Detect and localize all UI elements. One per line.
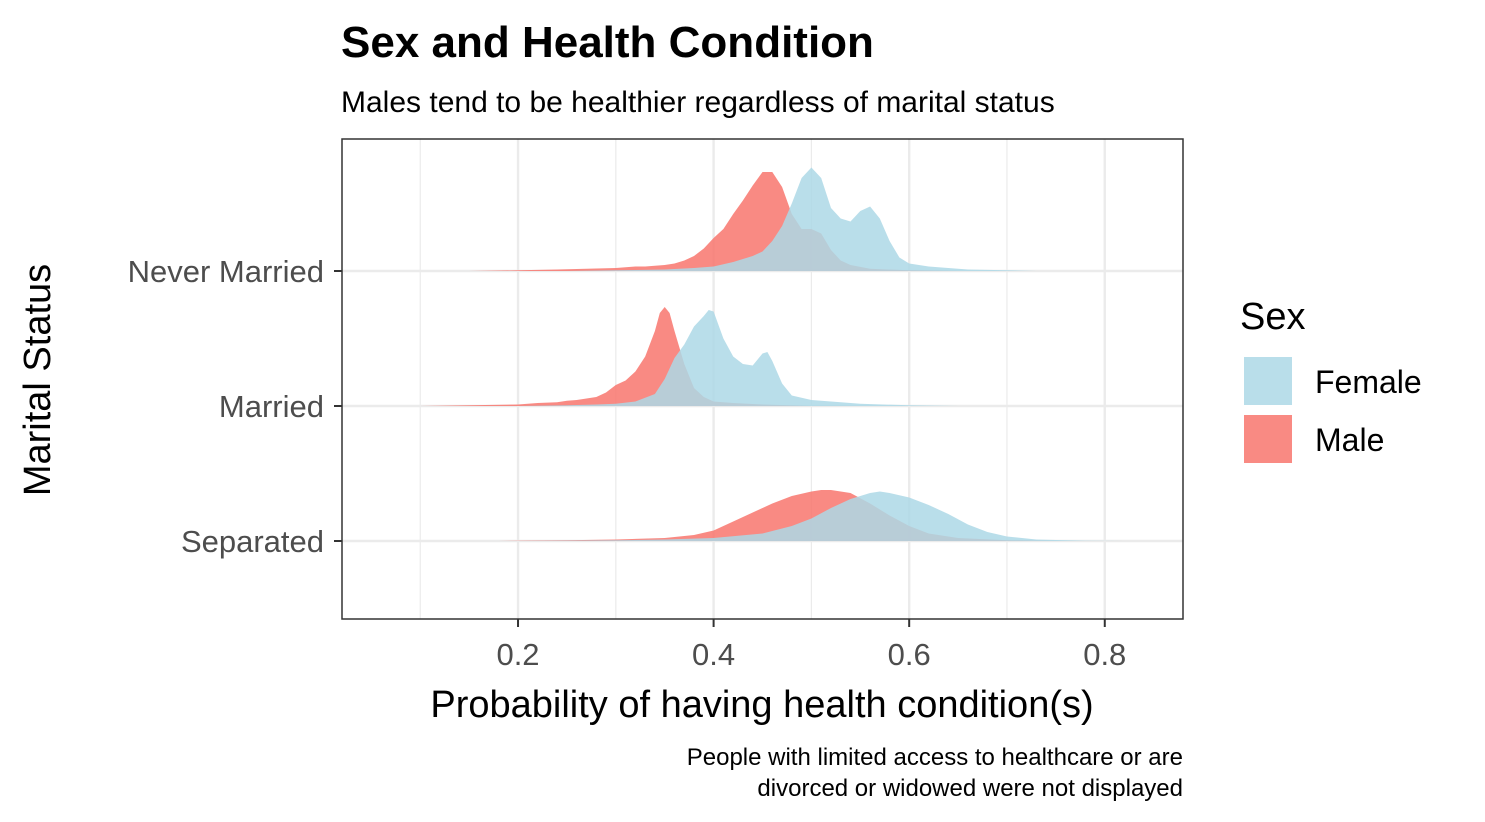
x-axis-title: Probability of having health condition(s…	[430, 684, 1093, 726]
y-tick-label: Never Married	[128, 254, 324, 289]
legend-label-female: Female	[1315, 364, 1422, 400]
x-axis: 0.2 0.4 0.6 0.8	[496, 619, 1126, 672]
x-tick-label: 0.6	[888, 637, 931, 672]
x-tick-label: 0.2	[496, 637, 539, 672]
legend: Sex Female Male	[1240, 296, 1422, 463]
density-separated-male	[498, 490, 1056, 541]
y-tick-label: Separated	[181, 524, 324, 559]
density-separated-female	[518, 491, 1125, 541]
chart-subtitle: Males tend to be healthier regardless of…	[341, 86, 1055, 119]
legend-key-male	[1244, 415, 1292, 463]
plot-panel	[341, 138, 1184, 620]
density-ridges	[420, 167, 1125, 541]
caption-line-2: divorced or widowed were not displayed	[757, 775, 1183, 802]
chart-title: Sex and Health Condition	[341, 18, 874, 67]
density-never-married-male	[469, 172, 959, 271]
legend-title: Sex	[1240, 296, 1305, 338]
y-axis-title: Marital Status	[17, 264, 59, 496]
legend-key-female	[1244, 357, 1292, 405]
density-married-female	[518, 310, 959, 406]
x-tick-label: 0.4	[692, 637, 735, 672]
density-never-married-female	[566, 167, 1037, 271]
y-tick-label: Married	[219, 389, 324, 424]
density-married-male	[420, 307, 812, 406]
panel-border	[341, 138, 1184, 620]
x-tick-label: 0.8	[1083, 637, 1126, 672]
y-axis: Separated Married Never Married	[128, 254, 342, 559]
caption-line-1: People with limited access to healthcare…	[687, 744, 1183, 771]
legend-label-male: Male	[1315, 422, 1384, 458]
